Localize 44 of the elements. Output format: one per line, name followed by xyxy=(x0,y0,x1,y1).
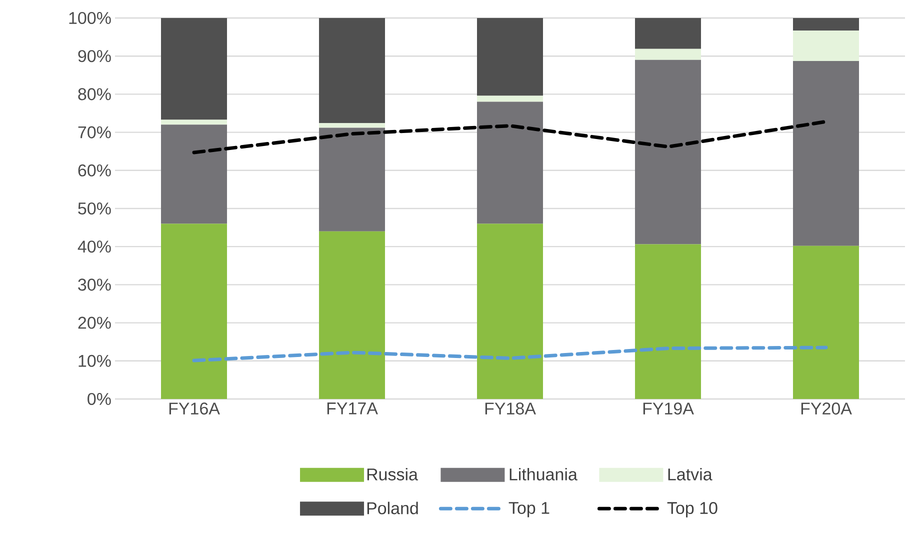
legend-label: Russia xyxy=(367,468,418,480)
legend-label: Top 1 xyxy=(508,502,550,518)
y-tick-label: 60% xyxy=(78,164,111,176)
x-tick-label: FY18A xyxy=(485,402,536,415)
bar xyxy=(319,123,386,128)
y-tick-label: 0% xyxy=(88,392,111,406)
y-tick-label: 30% xyxy=(78,278,111,291)
bar xyxy=(161,124,228,224)
bar xyxy=(161,224,228,399)
bar xyxy=(319,128,386,232)
bar xyxy=(635,60,701,244)
legend-label: Latvia xyxy=(668,468,712,480)
y-tick-label: 100% xyxy=(69,12,111,24)
line-series xyxy=(192,120,828,154)
x-tick-label: FY20A xyxy=(801,402,852,415)
x-tick-label: FY16A xyxy=(169,402,220,415)
bar xyxy=(477,96,543,102)
bar xyxy=(477,102,543,224)
bar xyxy=(792,246,859,399)
bar xyxy=(161,18,228,120)
y-tick-label: 50% xyxy=(78,202,111,215)
legend-label: Lithuania xyxy=(510,468,578,480)
y-tick-label: 70% xyxy=(78,126,111,138)
bar xyxy=(319,231,386,399)
bar xyxy=(161,120,228,125)
bar xyxy=(319,18,386,124)
bar xyxy=(635,48,701,60)
bar xyxy=(792,30,859,62)
y-tick-label: 80% xyxy=(78,88,111,100)
y-tick-label: 20% xyxy=(78,316,111,329)
bar xyxy=(792,61,859,246)
bar xyxy=(792,18,859,31)
x-tick-label: FY17A xyxy=(327,402,378,414)
bar xyxy=(635,244,701,399)
bar xyxy=(477,224,543,399)
y-tick-label: 10% xyxy=(78,354,111,367)
y-tick-label: 40% xyxy=(78,240,111,253)
bar xyxy=(635,18,701,49)
y-tick-label: 90% xyxy=(78,50,111,62)
x-tick-label: FY19A xyxy=(643,402,694,415)
legend-label: Poland xyxy=(367,502,418,514)
legend-label: Top 10 xyxy=(667,502,718,518)
bar xyxy=(477,18,543,96)
line-series xyxy=(192,346,828,362)
